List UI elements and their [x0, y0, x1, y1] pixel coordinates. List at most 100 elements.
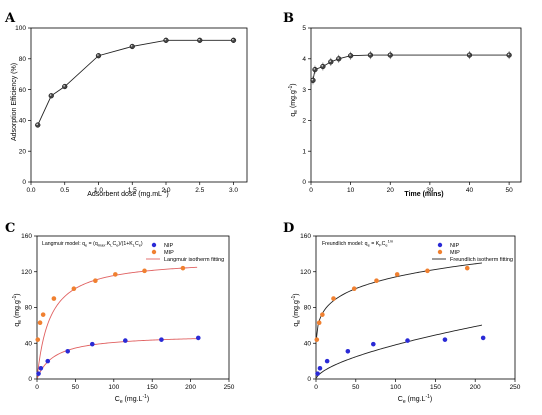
data-point-mip-d	[425, 268, 430, 274]
data-point-highlight-a	[164, 38, 167, 41]
xtick-label-b: 40	[466, 187, 474, 194]
ytick-label-a: 100	[15, 25, 26, 32]
data-point-highlight-b	[311, 78, 314, 81]
data-point-b	[336, 56, 342, 62]
data-point-nip-d	[480, 335, 486, 341]
ytick-label-a: 80	[19, 56, 27, 63]
data-point-mip-d	[314, 337, 320, 342]
ytick-label-c: 120	[21, 269, 32, 276]
xtick-label-d: 0	[314, 384, 318, 391]
data-point-mip-d	[351, 286, 357, 292]
data-point-nip-d	[315, 371, 320, 376]
yaxis-label-d: qe (mg.g-1)	[291, 293, 302, 326]
data-point-highlight-b	[329, 60, 332, 62]
xaxis-label-a: Adsorbent dose (mg.mL-1)	[87, 189, 169, 198]
xtick-label-c: 250	[224, 384, 235, 391]
data-point-nip-c	[45, 358, 51, 364]
data-point-mip-c	[180, 265, 186, 271]
xtick-label-a: 3.0	[229, 187, 238, 194]
xtick-label-c: 0	[35, 384, 39, 391]
data-point-a	[230, 37, 237, 43]
legend-label-fit-d: Freundlich isotherm fitting	[450, 257, 513, 263]
data-point-highlight-a	[63, 85, 65, 87]
legend-marker-mip-d	[437, 249, 443, 255]
data-point-highlight-a	[49, 94, 52, 96]
data-point-nip-d	[317, 365, 323, 371]
data-point-nip-c	[36, 371, 41, 376]
data-point-b	[367, 52, 374, 58]
yaxis-label-c: qe (mg.g-1)	[12, 293, 23, 326]
xtick-label-c: 100	[108, 384, 119, 391]
xtick-label-d: 150	[430, 384, 441, 391]
fit-curve-mip-c	[36, 266, 198, 376]
fit-curve-nip-d	[316, 324, 483, 378]
data-point-highlight-a	[198, 38, 200, 41]
data-point-nip-c	[195, 335, 201, 341]
xtick-label-d: 200	[470, 384, 481, 391]
data-point-a	[197, 37, 203, 43]
legend-label-nip-d: NIP	[450, 243, 460, 249]
data-point-b	[320, 63, 326, 70]
legend-marker-nip-c	[151, 242, 157, 248]
data-point-highlight-b	[349, 54, 351, 56]
yaxis-label-b: qe (mg.g-1)	[288, 83, 299, 116]
xtick-label-a: 1.0	[94, 187, 103, 194]
data-point-b	[387, 52, 393, 58]
data-point-a	[48, 93, 54, 99]
yaxis-label-a: Adsorption Efficiency (%)	[11, 63, 18, 141]
data-point-b	[347, 53, 354, 59]
model-equation-d: Freundlich model: qe = KFCe1/n	[322, 239, 393, 248]
ytick-label-b: 1	[302, 148, 306, 155]
xtick-label-b: 0	[309, 187, 313, 194]
ytick-label-d: 160	[300, 233, 311, 240]
data-point-highlight-a	[130, 44, 133, 47]
legend-marker-mip-c	[151, 249, 157, 255]
data-point-mip-c	[37, 320, 43, 325]
data-point-mip-c	[71, 286, 77, 292]
data-point-a	[163, 37, 169, 43]
data-point-mip-d	[316, 320, 322, 325]
xaxis-label-c: Ce (mg.L-1)	[115, 394, 149, 405]
legend-label-mip-c: MIP	[164, 250, 174, 256]
xtick-label-b: 50	[505, 187, 513, 194]
legend-d: NIP MIP Freundlich isotherm fitting	[432, 242, 513, 263]
xtick-label-d: 100	[390, 384, 401, 391]
data-point-highlight-b	[507, 53, 510, 56]
ytick-label-b: 3	[302, 87, 306, 94]
xtick-label-b: 10	[347, 187, 355, 194]
ytick-label-c: 80	[25, 305, 33, 312]
ytick-label-c: 40	[25, 340, 33, 347]
plot-frame-b	[310, 27, 522, 183]
data-point-highlight-a	[36, 123, 38, 126]
legend-c: NIP MIP Langmuir isotherm fitting	[146, 242, 224, 263]
xtick-label-b: 30	[426, 187, 434, 194]
data-point-a	[95, 53, 102, 59]
ytick-label-c: 160	[21, 233, 32, 240]
legend-label-mip-d: MIP	[450, 250, 460, 256]
xtick-label-c: 50	[72, 384, 80, 391]
ytick-label-d: 0	[307, 376, 311, 383]
panel-letter-d: D	[283, 221, 294, 236]
data-point-highlight-b	[337, 57, 339, 59]
data-point-mip-c	[113, 272, 118, 277]
model-equation-c: Langmuir model: qe = (qmax.KLCe)/(1+KLCe…	[42, 241, 143, 248]
panel-letter-c: C	[5, 221, 15, 236]
data-point-mip-d	[331, 296, 336, 301]
data-point-mip-c	[40, 312, 46, 317]
xtick-label-c: 200	[185, 384, 196, 391]
data-point-highlight-a	[97, 54, 99, 56]
data-point-mip-d	[394, 272, 400, 277]
xtick-label-c: 150	[147, 384, 158, 391]
chart-panel-c: Ce (mg.L-1) qe (mg.g-1) Langmuir model: …	[12, 233, 235, 405]
data-point-b	[466, 52, 473, 58]
data-point-nip-d	[371, 341, 376, 347]
data-point-mip-c	[51, 296, 57, 301]
chart-panel-a: Adsorbent dose (mg.mL-1) Adsorption Effi…	[11, 25, 248, 198]
xtick-label-b: 20	[387, 187, 395, 194]
chart-panel-d: Ce (mg.L-1) qe (mg.g-1) Freundlich model…	[291, 233, 521, 405]
ytick-label-b: 4	[302, 56, 306, 63]
ytick-label-d: 80	[304, 305, 312, 312]
data-point-mip-d	[374, 278, 379, 283]
data-point-nip-d	[345, 348, 351, 354]
